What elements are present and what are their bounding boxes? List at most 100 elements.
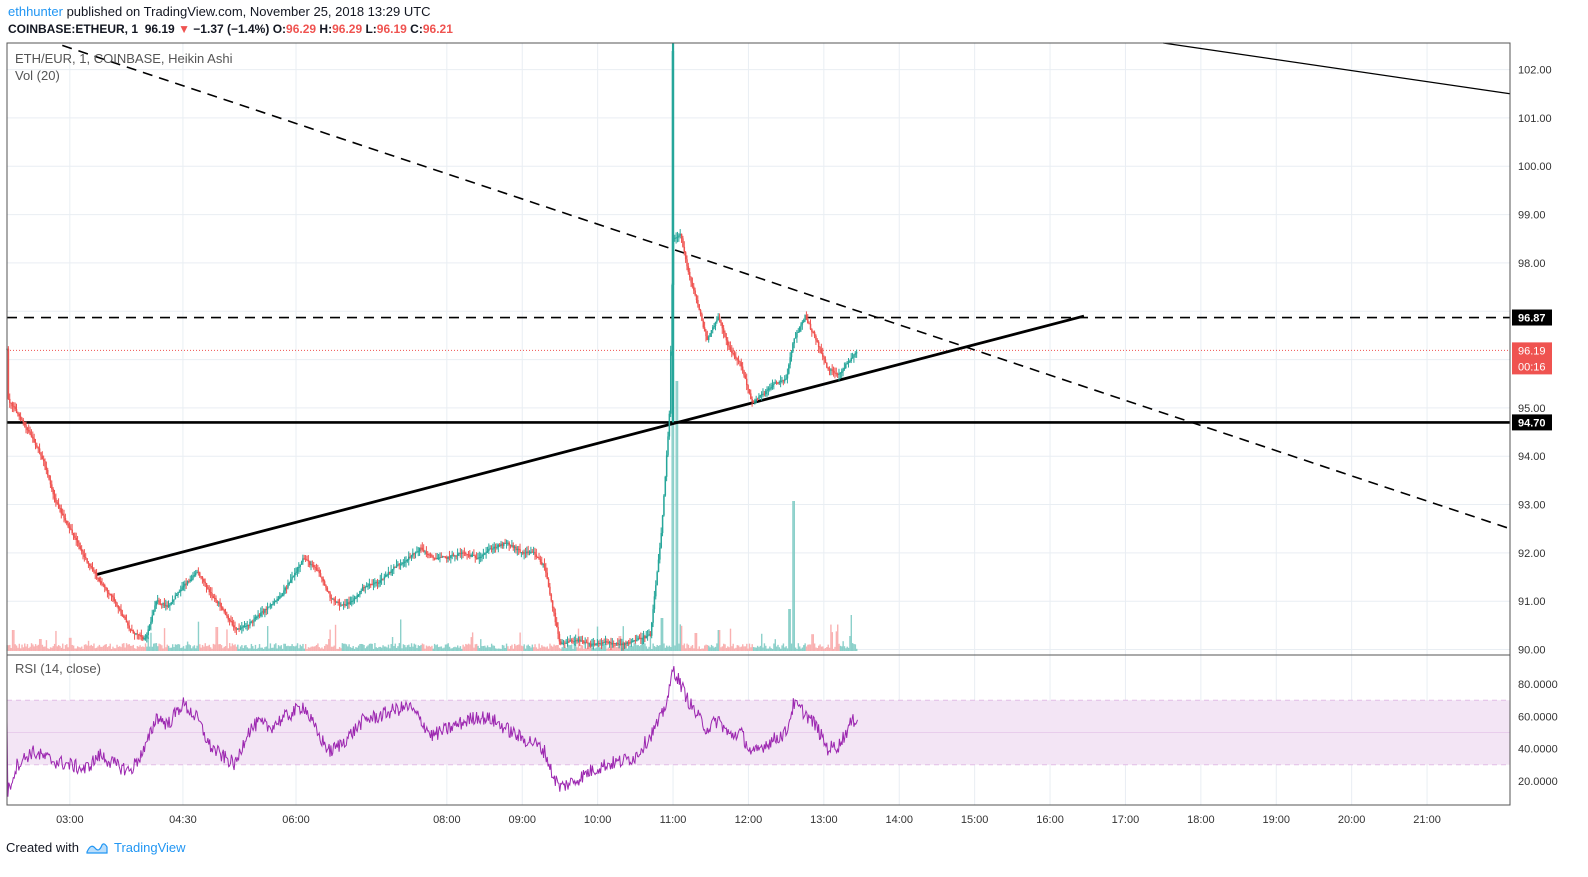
volume-bar-381 [523,644,525,651]
volume-bar-585 [800,648,802,651]
volume-bar-419 [575,646,577,651]
publisher-link[interactable]: ethhunter [8,4,63,19]
candle-496 [679,229,681,239]
volume-bar-285 [393,646,395,651]
volume-bar-206 [285,646,288,651]
candle-342 [470,553,472,558]
volume-bar-375 [515,645,517,651]
volume-bar-83 [119,646,121,651]
candle-83 [118,606,121,612]
volume-bar-316 [435,645,437,651]
candle-420 [576,638,578,644]
volume-bar-162 [226,629,228,651]
candle-208 [288,581,291,586]
volume-bar-129 [181,647,183,651]
volume-bar-563 [770,648,772,651]
volume-bar-222 [307,647,310,651]
volume-bar-151 [211,648,213,651]
volume-bar-423 [580,645,582,651]
volume-bar-529 [724,644,726,651]
candle-603 [824,356,827,364]
candle-373 [512,542,515,551]
candle-101 [143,635,145,641]
candle-595 [813,330,816,339]
candle-366 [503,542,505,549]
candle-565 [773,381,775,390]
volume-bar-175 [243,645,246,651]
volume-bar-269 [371,643,373,651]
volume-bar-295 [406,645,409,651]
candle-40 [60,504,63,519]
candle-446 [611,638,614,648]
candle-482 [660,527,662,549]
candle-428 [587,637,589,650]
volume-bar-179 [249,648,251,651]
volume-bar-176 [245,645,247,651]
volume-bar-461 [632,646,634,651]
candle-378 [519,543,521,554]
candle-483 [661,514,664,537]
volume-bar-145 [203,646,205,651]
volume-bar-559 [765,645,767,651]
volume-bar-508 [695,633,698,651]
candle-392 [538,552,540,560]
volume-bar-270 [372,648,375,651]
candle-394 [541,556,543,566]
candle-345 [474,554,477,563]
volume-bar-372 [511,644,513,651]
volume-bar-158 [220,645,223,651]
candle-570 [779,375,782,388]
volume-bar-512 [701,648,703,651]
low-label: L: [365,22,377,36]
candle-17 [29,426,31,436]
candle-69 [99,576,102,586]
volume-bar-516 [706,644,709,651]
candle-314 [432,554,434,561]
candle-255 [352,594,354,605]
volume-bar-58 [85,644,87,651]
volume-bar-384 [527,644,529,651]
volume-bar-434 [595,647,597,651]
volume-bar-132 [185,645,187,651]
candle-122 [171,595,174,605]
candle-407 [558,631,561,645]
tradingview-link[interactable]: TradingView [85,840,186,855]
volume-bar-349 [480,639,482,651]
volume-bar-32 [49,647,52,651]
candle-382 [524,547,527,559]
candle-174 [242,624,244,632]
volume-bar-88 [125,643,128,651]
candle-567 [775,380,778,385]
candle-571 [781,376,783,384]
candle-312 [429,552,432,558]
candle-601 [821,347,824,361]
candle-586 [801,320,804,330]
candle-228 [315,563,318,572]
candle-464 [636,634,638,642]
volume-bar-172 [239,646,242,651]
candle-620 [847,358,850,368]
volume-bar-242 [334,624,337,651]
volume-bar-23 [37,644,40,651]
candle-79 [113,593,116,604]
volume-bar-531 [727,646,729,651]
candle-489 [669,345,672,418]
candle-172 [239,625,242,631]
volume-bar-388 [533,647,535,651]
volume-bar-93 [132,644,135,651]
volume-bar-329 [452,647,455,651]
candle-425 [583,640,585,645]
candle-517 [707,335,710,343]
volume-bar-408 [560,648,562,651]
candle-485 [664,475,667,497]
volume-bar-95 [135,648,137,651]
candle-471 [645,631,648,639]
time-tick-8: 13:00 [810,814,838,826]
volume-bar-319 [439,646,441,651]
volume-bar-439 [602,643,604,651]
volume-bar-521 [713,647,715,651]
candle-579 [792,342,794,354]
candle-606 [828,366,831,376]
candle-232 [321,576,323,583]
